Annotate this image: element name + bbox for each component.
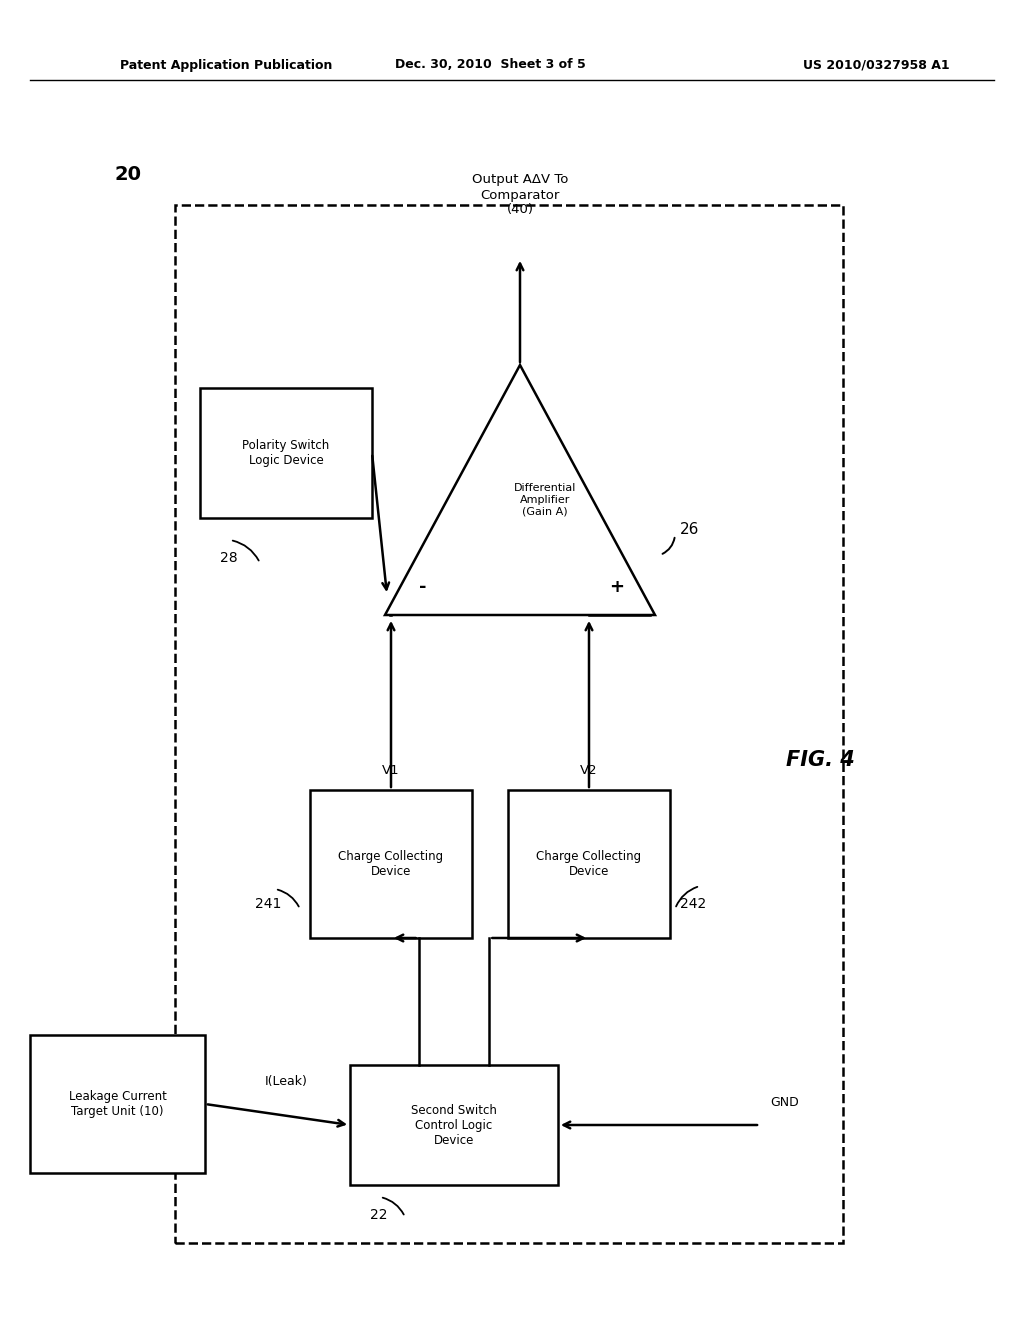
Text: Dec. 30, 2010  Sheet 3 of 5: Dec. 30, 2010 Sheet 3 of 5 (394, 58, 586, 71)
Text: Patent Application Publication: Patent Application Publication (120, 58, 333, 71)
Bar (508, 789, 670, 939)
Text: -: - (419, 578, 427, 597)
Text: V2: V2 (581, 763, 598, 776)
Text: Charge Collecting
Device: Charge Collecting Device (339, 850, 443, 878)
Text: 20: 20 (115, 165, 142, 185)
Text: GND: GND (770, 1097, 799, 1110)
Bar (310, 789, 472, 939)
Bar (350, 1065, 558, 1185)
Text: 26: 26 (680, 523, 699, 537)
Text: Second Switch
Control Logic
Device: Second Switch Control Logic Device (411, 1104, 497, 1147)
Text: 241: 241 (255, 898, 282, 911)
Text: I(Leak): I(Leak) (265, 1076, 308, 1089)
Text: 22: 22 (370, 1208, 387, 1222)
Text: Charge Collecting
Device: Charge Collecting Device (537, 850, 642, 878)
Polygon shape (385, 366, 655, 615)
Text: 28: 28 (220, 550, 238, 565)
Bar (175, 205, 843, 1243)
Text: Differential
Amplifier
(Gain A): Differential Amplifier (Gain A) (514, 483, 577, 516)
Text: Leakage Current
Target Unit (10): Leakage Current Target Unit (10) (69, 1090, 167, 1118)
Text: 242: 242 (680, 898, 707, 911)
Bar (200, 388, 372, 517)
Text: +: + (609, 578, 625, 597)
Text: V1: V1 (382, 763, 399, 776)
Text: US 2010/0327958 A1: US 2010/0327958 A1 (804, 58, 950, 71)
Text: FIG. 4: FIG. 4 (785, 750, 854, 770)
Text: Polarity Switch
Logic Device: Polarity Switch Logic Device (243, 440, 330, 467)
Text: Output AΔV To
Comparator
(40): Output AΔV To Comparator (40) (472, 173, 568, 216)
Bar (30, 1035, 205, 1173)
